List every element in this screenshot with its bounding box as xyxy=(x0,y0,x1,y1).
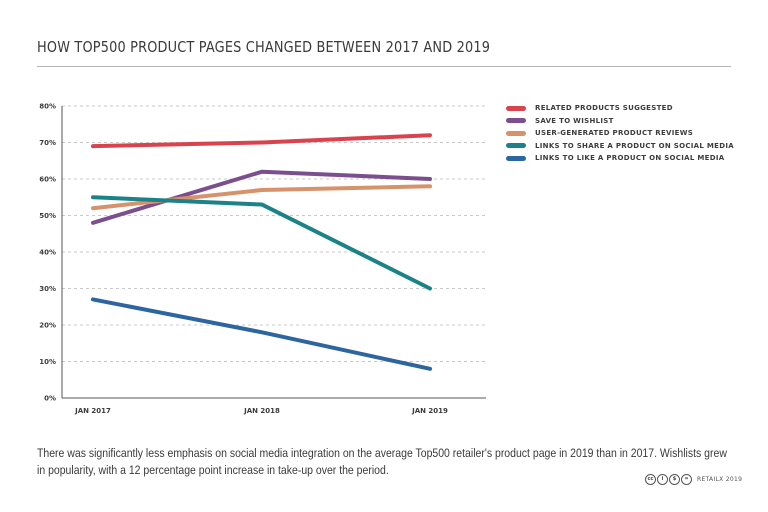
x-tick-label: JAN 2019 xyxy=(411,407,448,415)
license-icons: cc i $ = xyxy=(645,474,693,485)
series-line xyxy=(91,195,432,291)
y-tick-label: 70% xyxy=(39,139,56,147)
legend-swatch xyxy=(506,155,526,161)
legend-item: SAVE TO WISHLIST xyxy=(506,115,734,128)
x-tick-label: JAN 2018 xyxy=(243,407,280,415)
legend-swatch xyxy=(506,130,526,136)
legend-item: RELATED PRODUCTS SUGGESTED xyxy=(506,102,734,115)
y-tick-label: 60% xyxy=(39,176,56,184)
legend-label: RELATED PRODUCTS SUGGESTED xyxy=(535,104,673,113)
y-tick-label: 50% xyxy=(39,212,56,220)
chart-caption: There was significantly less emphasis on… xyxy=(37,446,727,477)
legend-label: LINKS TO SHARE A PRODUCT ON SOCIAL MEDIA xyxy=(535,141,734,150)
by-icon: i xyxy=(657,474,668,485)
series-line xyxy=(91,133,432,149)
nd-icon: = xyxy=(681,474,692,485)
y-tick-label: 40% xyxy=(39,249,56,257)
license-footer: cc i $ = RETAILX 2019 xyxy=(645,474,742,485)
legend-label: LINKS TO LIKE A PRODUCT ON SOCIAL MEDIA xyxy=(535,154,725,163)
title-divider xyxy=(37,66,731,67)
series-line xyxy=(91,184,432,211)
legend-item: LINKS TO SHARE A PRODUCT ON SOCIAL MEDIA xyxy=(506,140,734,153)
series-line xyxy=(91,297,432,371)
legend-label: USER-GENERATED PRODUCT REVIEWS xyxy=(535,129,694,138)
legend-swatch xyxy=(506,105,526,111)
legend-label: SAVE TO WISHLIST xyxy=(535,116,614,125)
legend-item: LINKS TO LIKE A PRODUCT ON SOCIAL MEDIA xyxy=(506,152,734,165)
cc-icon: cc xyxy=(645,474,656,485)
y-tick-label: 30% xyxy=(39,285,56,293)
y-tick-label: 20% xyxy=(39,322,56,330)
nc-icon: $ xyxy=(669,474,680,485)
y-tick-label: 80% xyxy=(39,103,56,111)
series-line xyxy=(91,169,432,225)
legend-swatch xyxy=(506,118,526,124)
chart-legend: RELATED PRODUCTS SUGGESTED SAVE TO WISHLI… xyxy=(506,102,734,165)
y-tick-label: 0% xyxy=(44,395,56,403)
x-tick-label: JAN 2017 xyxy=(74,407,111,415)
copyright-text: RETAILX 2019 xyxy=(697,476,743,483)
chart-title: HOW TOP500 PRODUCT PAGES CHANGED BETWEEN… xyxy=(37,38,491,56)
y-tick-label: 10% xyxy=(39,358,56,366)
legend-item: USER-GENERATED PRODUCT REVIEWS xyxy=(506,127,734,140)
legend-swatch xyxy=(506,143,526,149)
